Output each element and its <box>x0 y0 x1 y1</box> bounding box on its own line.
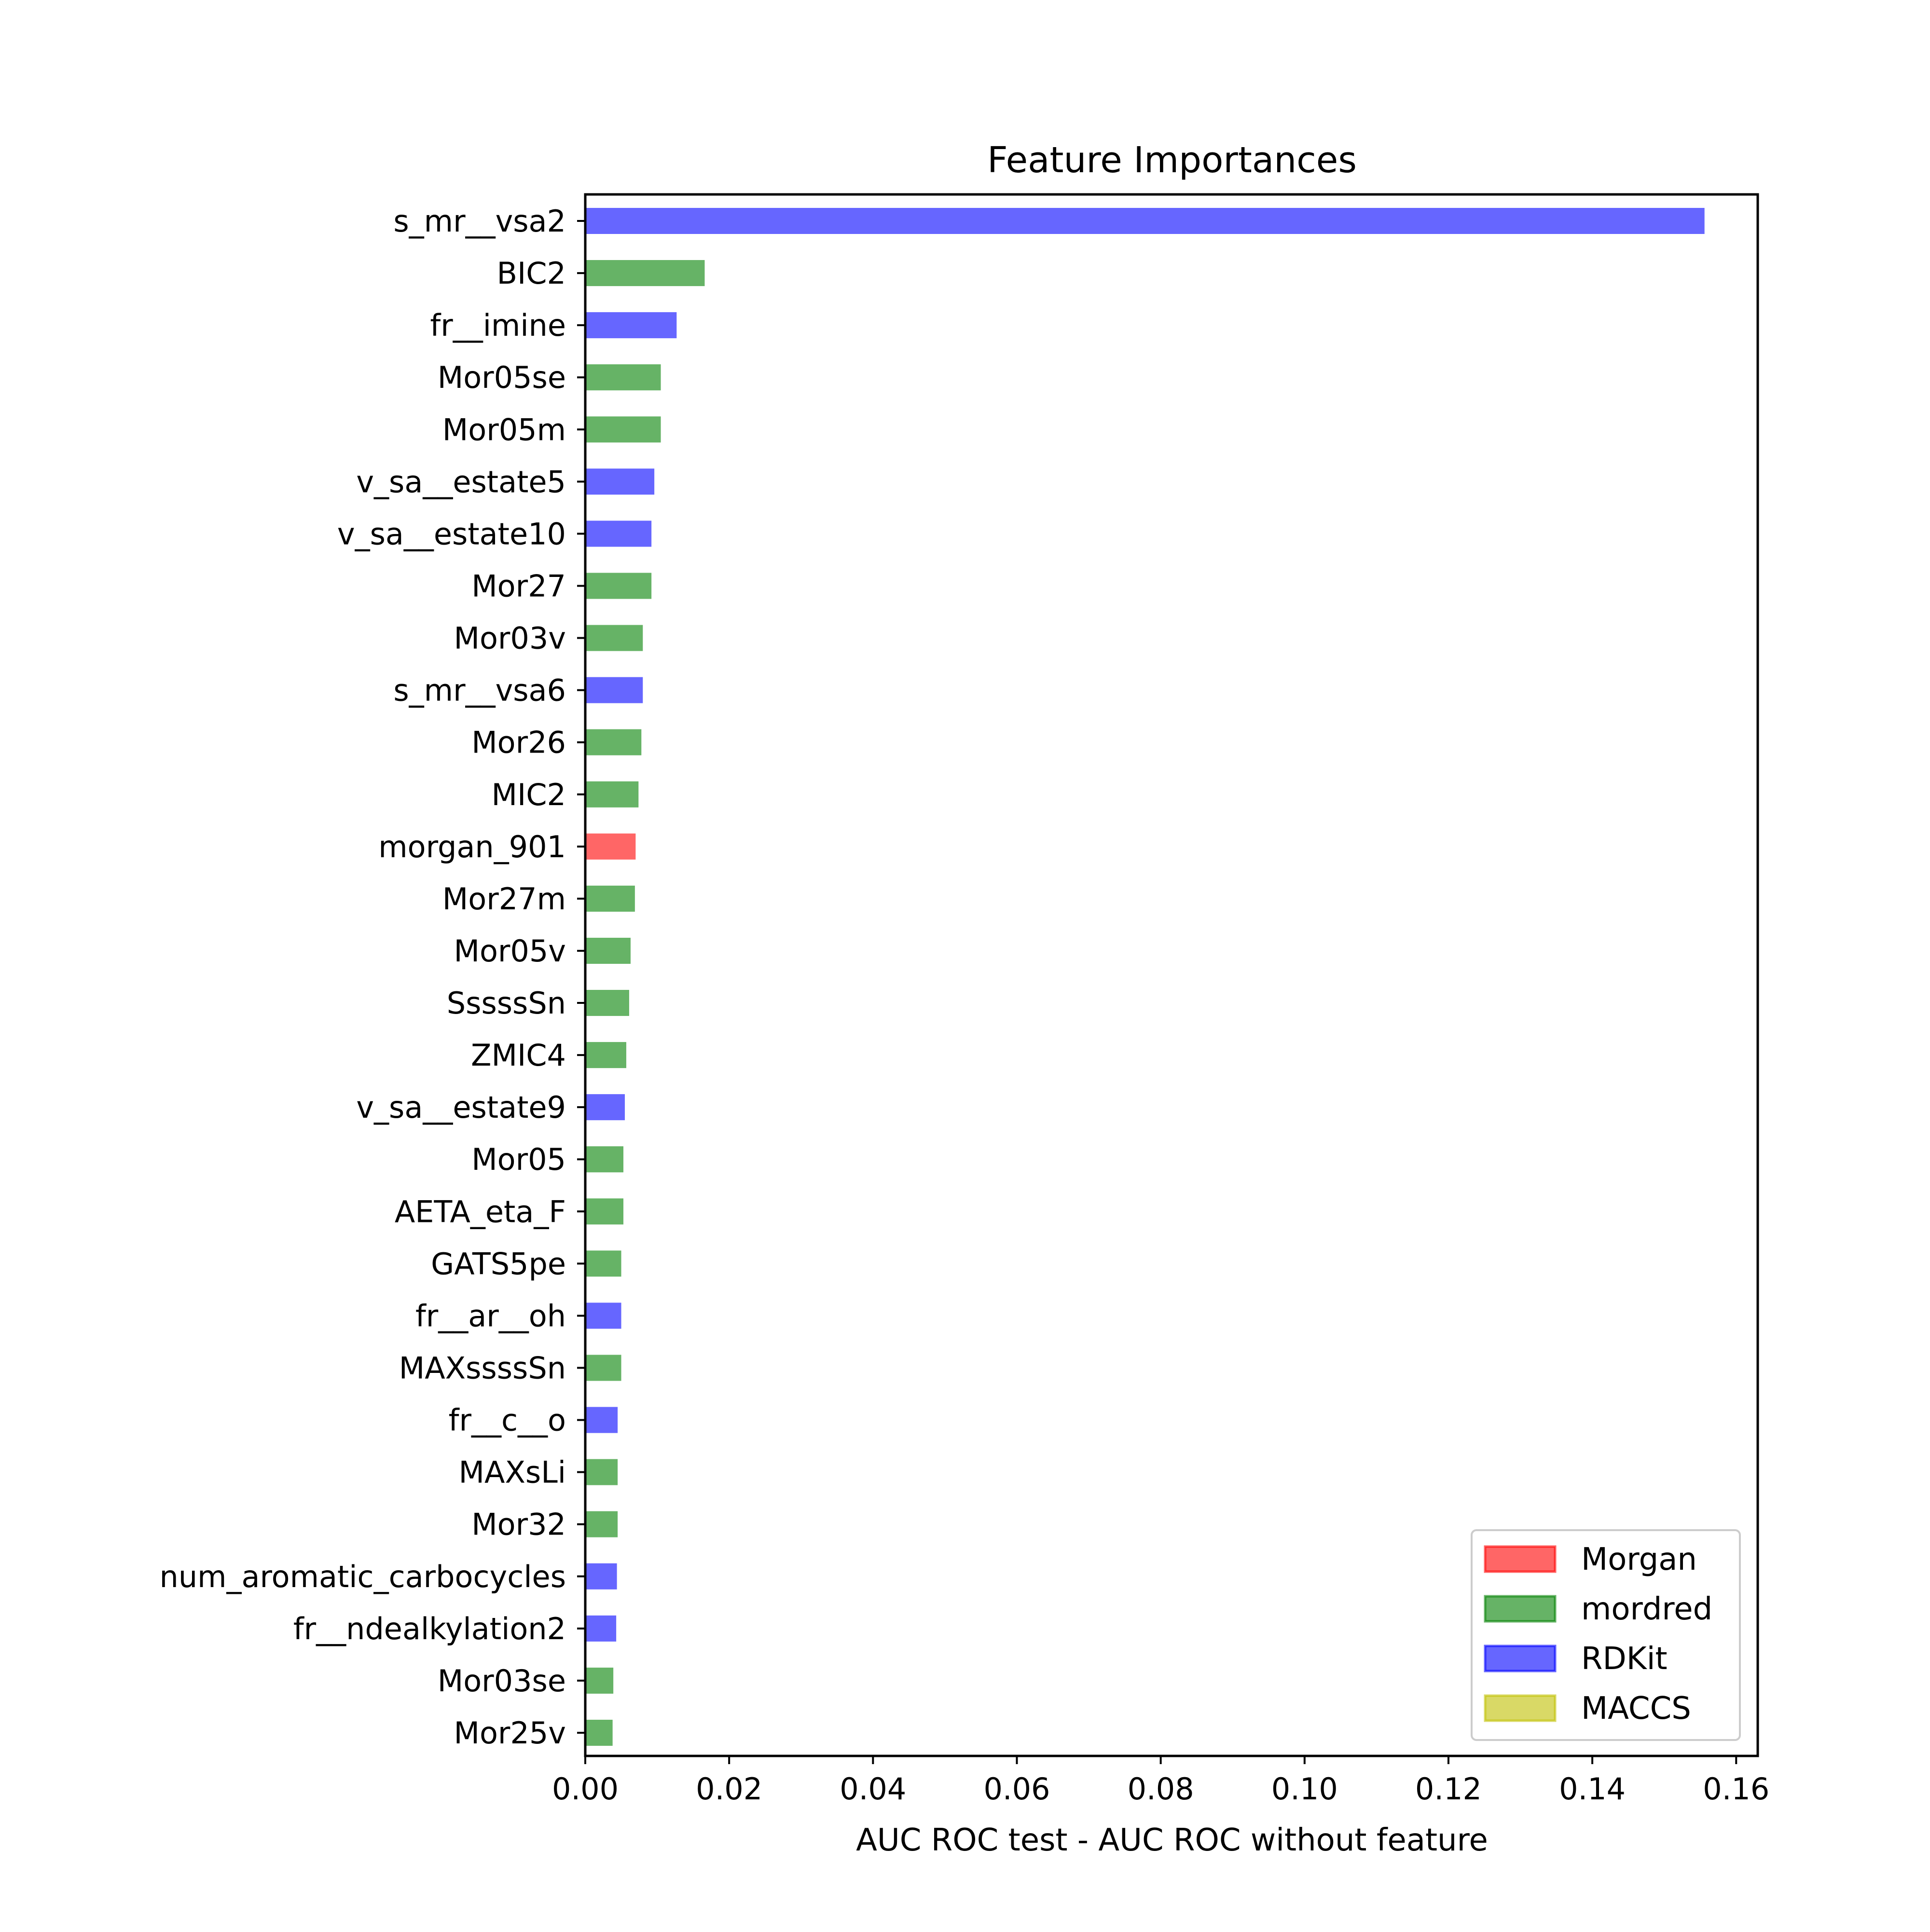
bar-Mor05m <box>585 416 661 443</box>
bar-GATS5pe <box>585 1250 621 1277</box>
legend-label: mordred <box>1581 1591 1712 1627</box>
y-tick-label: num_aromatic_carbocycles <box>160 1559 566 1594</box>
bar-Mor26 <box>585 729 642 755</box>
y-tick-label: Mor27 <box>471 568 566 603</box>
x-tick-label: 0.16 <box>1703 1771 1769 1807</box>
x-axis-label: AUC ROC test - AUC ROC without feature <box>856 1822 1488 1858</box>
bar-v_sa__estate9 <box>585 1094 625 1121</box>
legend-label: MACCS <box>1581 1691 1691 1726</box>
bar-Mor05se <box>585 364 661 391</box>
chart-title: Feature Importances <box>987 139 1357 181</box>
bar-Mor03se <box>585 1667 614 1694</box>
bar-SssssSn <box>585 990 629 1016</box>
legend-swatch-Morgan <box>1484 1545 1557 1573</box>
legend: Morgan mordred RDKit MACCS <box>1471 1529 1741 1741</box>
bars-layer <box>585 207 1705 1746</box>
legend-swatch-MACCS <box>1484 1694 1557 1722</box>
y-tick-label: BIC2 <box>496 256 566 291</box>
bar-v_sa__estate5 <box>585 468 655 495</box>
bar-s_mr__vsa6 <box>585 677 643 703</box>
bar-MAXsLi <box>585 1459 618 1485</box>
y-tick-label: v_sa__estate10 <box>337 516 566 551</box>
y-tick-label: SssssSn <box>447 986 566 1021</box>
y-tick-label: Mor05 <box>471 1142 566 1177</box>
bar-fr__ndealkylation2 <box>585 1615 617 1642</box>
bar-MIC2 <box>585 781 639 808</box>
bar-AETA_eta_F <box>585 1198 624 1225</box>
y-tick-label: fr__imine <box>430 308 566 343</box>
y-tick-label: s_mr__vsa6 <box>393 673 566 708</box>
bar-v_sa__estate10 <box>585 521 652 547</box>
x-tick-label: 0.00 <box>552 1771 619 1807</box>
legend-swatch-RDKit <box>1484 1644 1557 1672</box>
y-tick-label: MAXsLi <box>459 1455 566 1490</box>
legend-swatch-mordred <box>1484 1595 1557 1623</box>
bar-fr__ar__oh <box>585 1302 621 1329</box>
y-tick-label: MAXssssSn <box>399 1351 566 1386</box>
y-tick-label: Mor05v <box>454 933 566 969</box>
x-axis: 0.00 0.02 0.04 0.06 0.08 0.10 0.12 0.14 0.16 <box>552 1756 1769 1807</box>
y-tick-label: GATS5pe <box>431 1246 566 1281</box>
bar-Mor27 <box>585 573 652 599</box>
y-tick-label: Mor25v <box>454 1715 566 1751</box>
legend-label: Morgan <box>1581 1542 1697 1577</box>
y-tick-label: v_sa__estate5 <box>356 464 566 499</box>
bar-Mor32 <box>585 1511 618 1537</box>
bar-BIC2 <box>585 260 705 287</box>
bar-num_aromatic_carbocycles <box>585 1563 617 1589</box>
y-tick-label: Mor03v <box>454 621 566 656</box>
legend-label: RDKit <box>1581 1641 1668 1677</box>
legend-box <box>1471 1529 1741 1741</box>
y-tick-label: fr__c__o <box>449 1403 566 1438</box>
y-tick-label: Mor05m <box>442 412 566 447</box>
bar-MAXssssSn <box>585 1355 621 1381</box>
bar-Mor05 <box>585 1146 624 1173</box>
bar-fr__imine <box>585 312 677 339</box>
x-tick-label: 0.10 <box>1271 1771 1338 1807</box>
bar-Mor03v <box>585 625 643 651</box>
bar-Mor05v <box>585 937 631 964</box>
plot-frame <box>584 193 1759 1757</box>
y-tick-label: Mor27m <box>442 881 566 917</box>
x-tick-label: 0.14 <box>1559 1771 1626 1807</box>
bar-morgan_901 <box>585 833 636 860</box>
y-tick-label: s_mr__vsa2 <box>393 204 566 239</box>
bar-Mor25v <box>585 1719 613 1746</box>
y-tick-label: morgan_901 <box>378 829 566 864</box>
bar-Mor27m <box>585 885 635 912</box>
y-tick-labels: s_mr__vsa2 BIC2 fr__imine Mor05se Mor05m v_sa… <box>160 204 585 1751</box>
bar-s_mr__vsa2 <box>585 207 1705 234</box>
y-tick-label: fr__ar__oh <box>415 1298 566 1333</box>
y-tick-label: Mor32 <box>471 1507 566 1542</box>
x-tick-label: 0.12 <box>1415 1771 1482 1807</box>
bar-ZMIC4 <box>585 1042 626 1069</box>
y-tick-label: Mor03se <box>438 1663 566 1699</box>
y-tick-label: AETA_eta_F <box>395 1194 566 1229</box>
x-tick-label: 0.08 <box>1128 1771 1194 1807</box>
y-tick-label: MIC2 <box>491 777 566 812</box>
y-tick-label: v_sa__estate9 <box>356 1090 566 1125</box>
bar-fr__c__o <box>585 1407 618 1433</box>
y-tick-label: Mor05se <box>438 360 566 395</box>
y-tick-label: fr__ndealkylation2 <box>293 1611 566 1646</box>
y-tick-label: ZMIC4 <box>471 1038 566 1073</box>
x-tick-label: 0.04 <box>840 1771 906 1807</box>
x-tick-label: 0.02 <box>696 1771 762 1807</box>
y-tick-label: Mor26 <box>471 725 566 760</box>
x-tick-label: 0.06 <box>983 1771 1050 1807</box>
